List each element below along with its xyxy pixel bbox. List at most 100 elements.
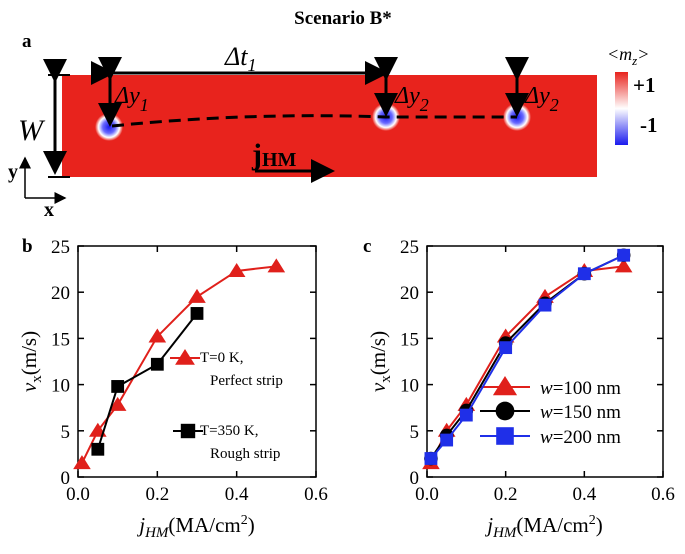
panel-a: a W Δt1 Δy1 Δy2 Δy2 jHM y x <mz> +1 -1: [8, 31, 658, 221]
x-tick-label: 0.2: [145, 484, 169, 505]
xlabel-main: j: [484, 513, 493, 537]
colorbar-top: +1: [633, 73, 655, 97]
dt-label: Δt1: [224, 42, 256, 75]
marker: [499, 341, 513, 355]
y-axis-label: vx(m/s): [17, 331, 45, 392]
xlabel-main: j: [136, 513, 145, 537]
marker: [492, 376, 518, 396]
x-tick-label: 0.4: [572, 484, 596, 505]
legend-rest: =100 nm: [553, 378, 621, 399]
cb-sub: z: [631, 53, 637, 68]
xlabel-rest: (MA/cm: [168, 513, 240, 537]
marker: [538, 298, 552, 312]
dy-sub: 2: [420, 95, 429, 115]
ylabel-sub: x: [378, 375, 394, 383]
legend-marker: [175, 349, 195, 365]
current-sub: HM: [262, 149, 297, 171]
y-tick-label: 20: [400, 283, 419, 304]
x-tick-label: 0.0: [66, 484, 90, 505]
marker: [188, 288, 206, 303]
marker: [73, 455, 91, 470]
current-text: j: [251, 138, 262, 171]
marker: [440, 433, 454, 447]
y-tick-label: 25: [400, 237, 419, 258]
marker: [91, 442, 105, 456]
cb-end: >: [637, 44, 649, 64]
legend-rest: =150 nm: [553, 402, 621, 423]
y-tick-label: 0: [61, 468, 71, 489]
marker: [267, 258, 286, 273]
xlabel-sub: HM: [144, 525, 170, 541]
width-label: W: [18, 114, 46, 147]
axis-x-label: x: [44, 199, 54, 221]
marker: [617, 248, 631, 262]
current-label: jHM: [251, 138, 297, 171]
legend-marker: [180, 423, 196, 439]
y-tick-label: 0: [410, 468, 420, 489]
y-tick-label: 15: [400, 329, 419, 350]
dy-text: Δy: [524, 83, 550, 109]
colorbar: [615, 72, 628, 145]
dy-label: Δy2: [524, 83, 559, 115]
series-line: [96, 312, 198, 450]
y-tick-label: 5: [61, 422, 71, 443]
dy-sub: 2: [550, 95, 559, 115]
xlabel-sup: 2: [241, 513, 248, 528]
ylabel-rest: (m/s): [17, 331, 41, 375]
dt-sub: 1: [247, 55, 256, 75]
marker: [227, 262, 246, 277]
xlabel-rest: (MA/cm: [516, 513, 588, 537]
panel-label: b: [22, 236, 33, 257]
chart: b 0.0 0.2 0.4 0.6 0 5 10 15 20 25 jHM(MA/cm2) vx(m/s…: [17, 236, 328, 541]
dy-label: Δy2: [394, 83, 429, 115]
xlabel-end: ): [596, 513, 603, 537]
panel-label: a: [22, 31, 32, 52]
y-tick-label: 10: [51, 376, 70, 397]
legend-label: w=200 nm: [540, 427, 621, 448]
axis-y-label: y: [8, 161, 18, 183]
legend-var: w: [540, 402, 553, 423]
marker: [459, 408, 473, 422]
dy-sub: 1: [140, 95, 149, 115]
dy-text: Δy: [394, 83, 420, 109]
colorbar-bottom: -1: [640, 113, 658, 137]
x-tick-label: 0.0: [415, 484, 439, 505]
legend-label: Rough strip: [210, 446, 280, 462]
y-tick-label: 20: [51, 283, 70, 304]
marker: [424, 452, 438, 465]
ylabel-sub: x: [29, 375, 45, 383]
ylabel-rest: (m/s): [366, 331, 390, 375]
y-axis-label: vx(m/s): [366, 331, 394, 392]
marker: [495, 401, 515, 421]
xlabel-end: ): [248, 513, 255, 537]
marker: [150, 357, 164, 371]
y-tick-label: 10: [400, 376, 419, 397]
xlabel-sup: 2: [589, 513, 596, 528]
legend-label: w=150 nm: [540, 402, 621, 423]
legend-label: Perfect strip: [210, 373, 283, 389]
cb-title: <m: [607, 44, 632, 64]
figure-title: Scenario B*: [294, 8, 392, 29]
marker: [111, 380, 125, 393]
x-tick-label: 0.4: [225, 484, 249, 505]
colorbar-title: <mz>: [607, 44, 649, 68]
x-tick-label: 0.2: [494, 484, 518, 505]
legend-var: w: [540, 378, 553, 399]
ylabel-main: v: [17, 382, 41, 392]
legend-var: w: [540, 427, 553, 448]
legend-label: T=0 K,: [200, 350, 243, 366]
dy-label: Δy1: [114, 83, 149, 115]
legend-rest: =200 nm: [553, 427, 621, 448]
x-axis-label: jHM(MA/cm2): [136, 513, 255, 541]
dy-text: Δy: [114, 83, 140, 109]
marker: [108, 396, 127, 411]
marker: [614, 258, 633, 273]
x-tick-label: 0.6: [304, 484, 328, 505]
marker: [496, 427, 514, 445]
x-tick-label: 0.6: [651, 484, 675, 505]
marker: [190, 307, 204, 320]
marker: [577, 267, 591, 281]
dt-text: Δt: [224, 42, 248, 71]
legend-label: T=350 K,: [200, 423, 258, 439]
